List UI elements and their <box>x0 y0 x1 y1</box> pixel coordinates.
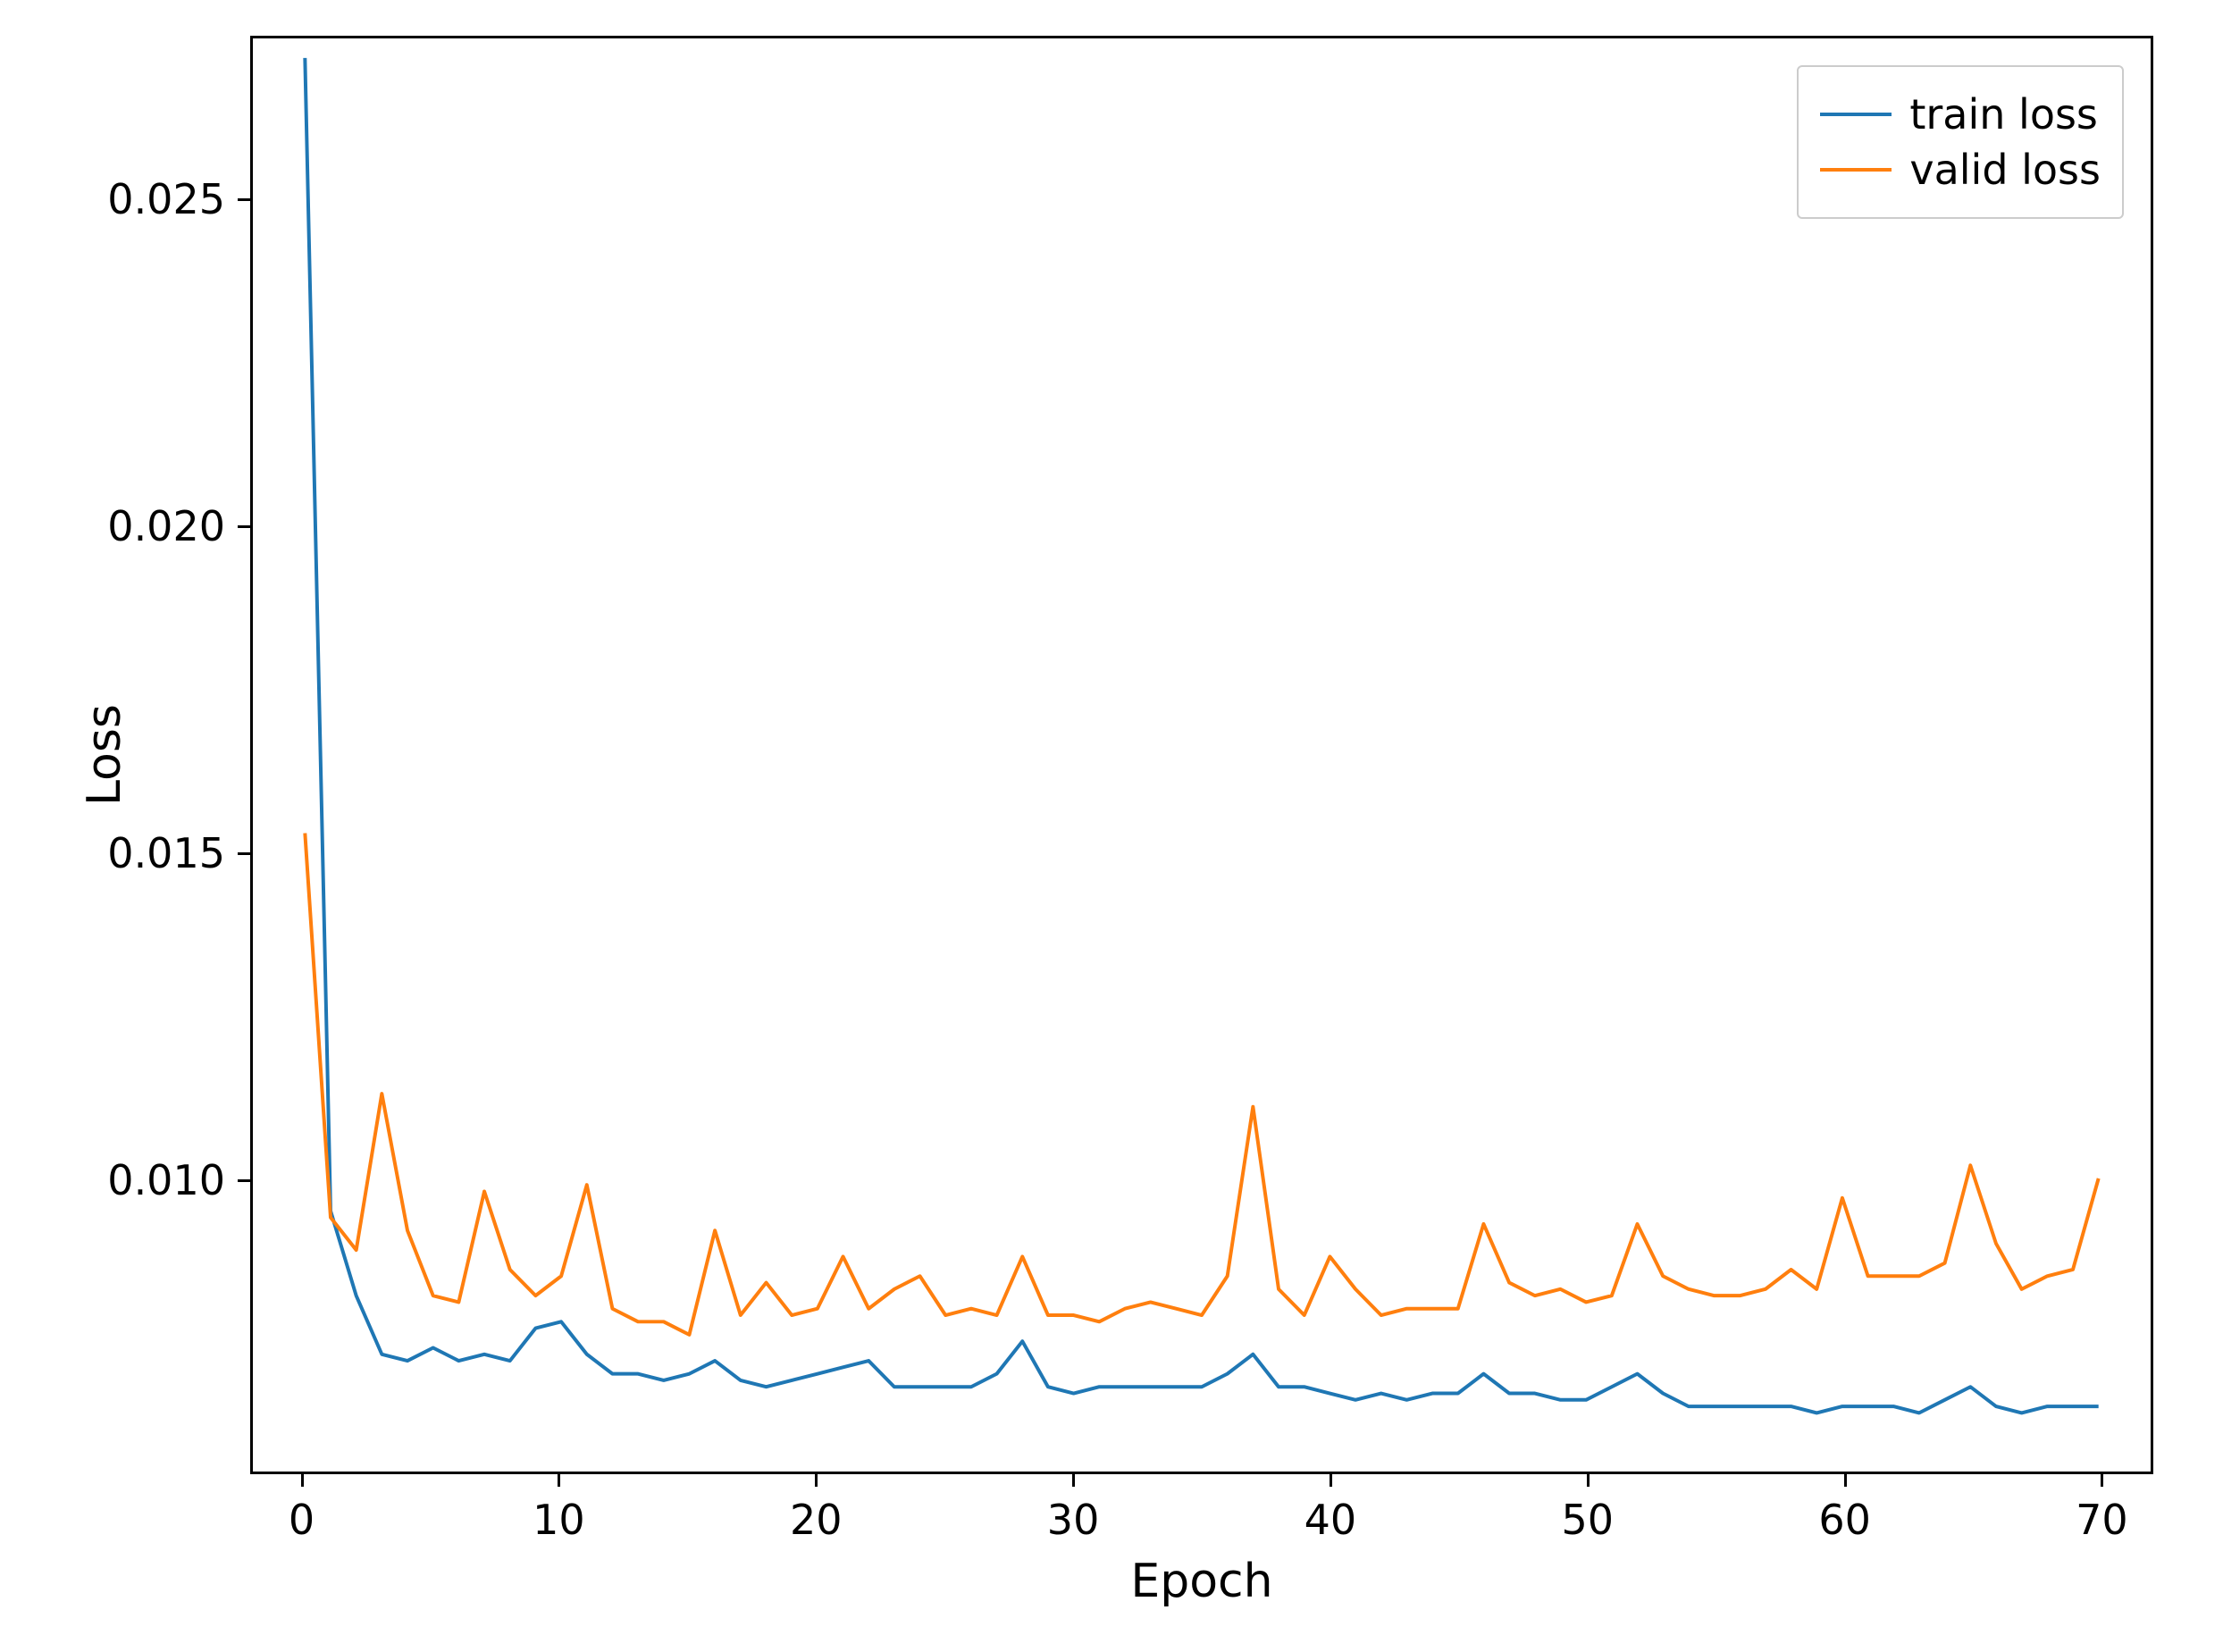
x-tick-label: 50 <box>1561 1496 1614 1544</box>
x-axis-label: Epoch <box>1130 1555 1272 1608</box>
y-tick-label: 0.010 <box>107 1156 225 1204</box>
x-tick-mark <box>301 1474 304 1487</box>
y-tick-label: 0.015 <box>107 829 225 877</box>
legend-label: train loss <box>1909 90 2098 138</box>
y-tick-mark <box>238 852 250 855</box>
x-tick-mark <box>1330 1474 1332 1487</box>
x-tick-label: 30 <box>1047 1496 1100 1544</box>
y-tick-label: 0.025 <box>107 175 225 223</box>
x-tick-mark <box>2101 1474 2103 1487</box>
series-valid-loss <box>305 833 2098 1334</box>
x-tick-label: 70 <box>2076 1496 2128 1544</box>
x-tick-mark <box>558 1474 560 1487</box>
legend-swatch <box>1820 168 1892 172</box>
series-train-loss <box>305 58 2098 1413</box>
legend-item: valid loss <box>1820 146 2101 194</box>
y-tick-mark <box>238 1179 250 1182</box>
legend-swatch <box>1820 113 1892 116</box>
loss-chart: train loss valid loss 0 10 20 30 40 50 60 70 0.0… <box>0 0 2223 1652</box>
legend-label: valid loss <box>1909 146 2101 194</box>
y-tick-mark <box>238 198 250 201</box>
plot-area: train loss valid loss <box>250 36 2153 1474</box>
x-tick-label: 40 <box>1304 1496 1357 1544</box>
x-tick-mark <box>1587 1474 1590 1487</box>
x-tick-label: 60 <box>1818 1496 1871 1544</box>
y-tick-label: 0.020 <box>107 502 225 550</box>
x-tick-label: 0 <box>289 1496 315 1544</box>
y-axis-label: Loss <box>78 704 131 806</box>
legend: train loss valid loss <box>1797 65 2124 219</box>
x-tick-label: 10 <box>533 1496 585 1544</box>
y-tick-mark <box>238 525 250 528</box>
legend-item: train loss <box>1820 90 2101 138</box>
chart-lines <box>253 38 2151 1472</box>
x-tick-label: 20 <box>790 1496 843 1544</box>
x-tick-mark <box>1072 1474 1075 1487</box>
x-tick-mark <box>1844 1474 1847 1487</box>
x-tick-mark <box>815 1474 818 1487</box>
